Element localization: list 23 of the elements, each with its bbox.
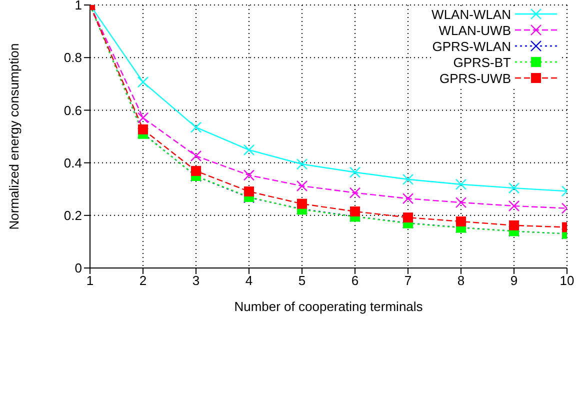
x-tick-label: 7 [404,273,412,288]
legend-label: WLAN-UWB [438,22,511,38]
y-tick-label: 0 [74,260,82,276]
x-tick-label: 4 [245,273,253,288]
x-tick-label: 8 [457,273,465,288]
x-tick-label: 5 [298,273,306,288]
x-tick-label: 3 [192,273,200,288]
y-tick-label: 0.4 [64,155,82,170]
y-tick-label: 0.8 [64,50,82,66]
x-tick-label: 10 [560,273,574,288]
legend-label: GPRS-UWB [440,70,511,86]
y-tick-label: 0.6 [64,102,82,118]
x-tick-label: 9 [510,273,518,288]
y-tick-label: 0.2 [64,208,82,224]
y-tick-label: 1 [74,0,82,13]
legend-label: WLAN-WLAN [432,6,511,22]
x-tick-label: 2 [139,273,147,288]
legend-label: GPRS-BT [453,54,511,70]
legend-label: GPRS-WLAN [432,38,511,54]
y-axis-title: Normalized energy consumption [6,43,22,230]
x-axis-title: Number of cooperating terminals [234,299,424,314]
x-tick-label: 6 [351,273,359,288]
x-tick-label: 1 [86,273,94,288]
